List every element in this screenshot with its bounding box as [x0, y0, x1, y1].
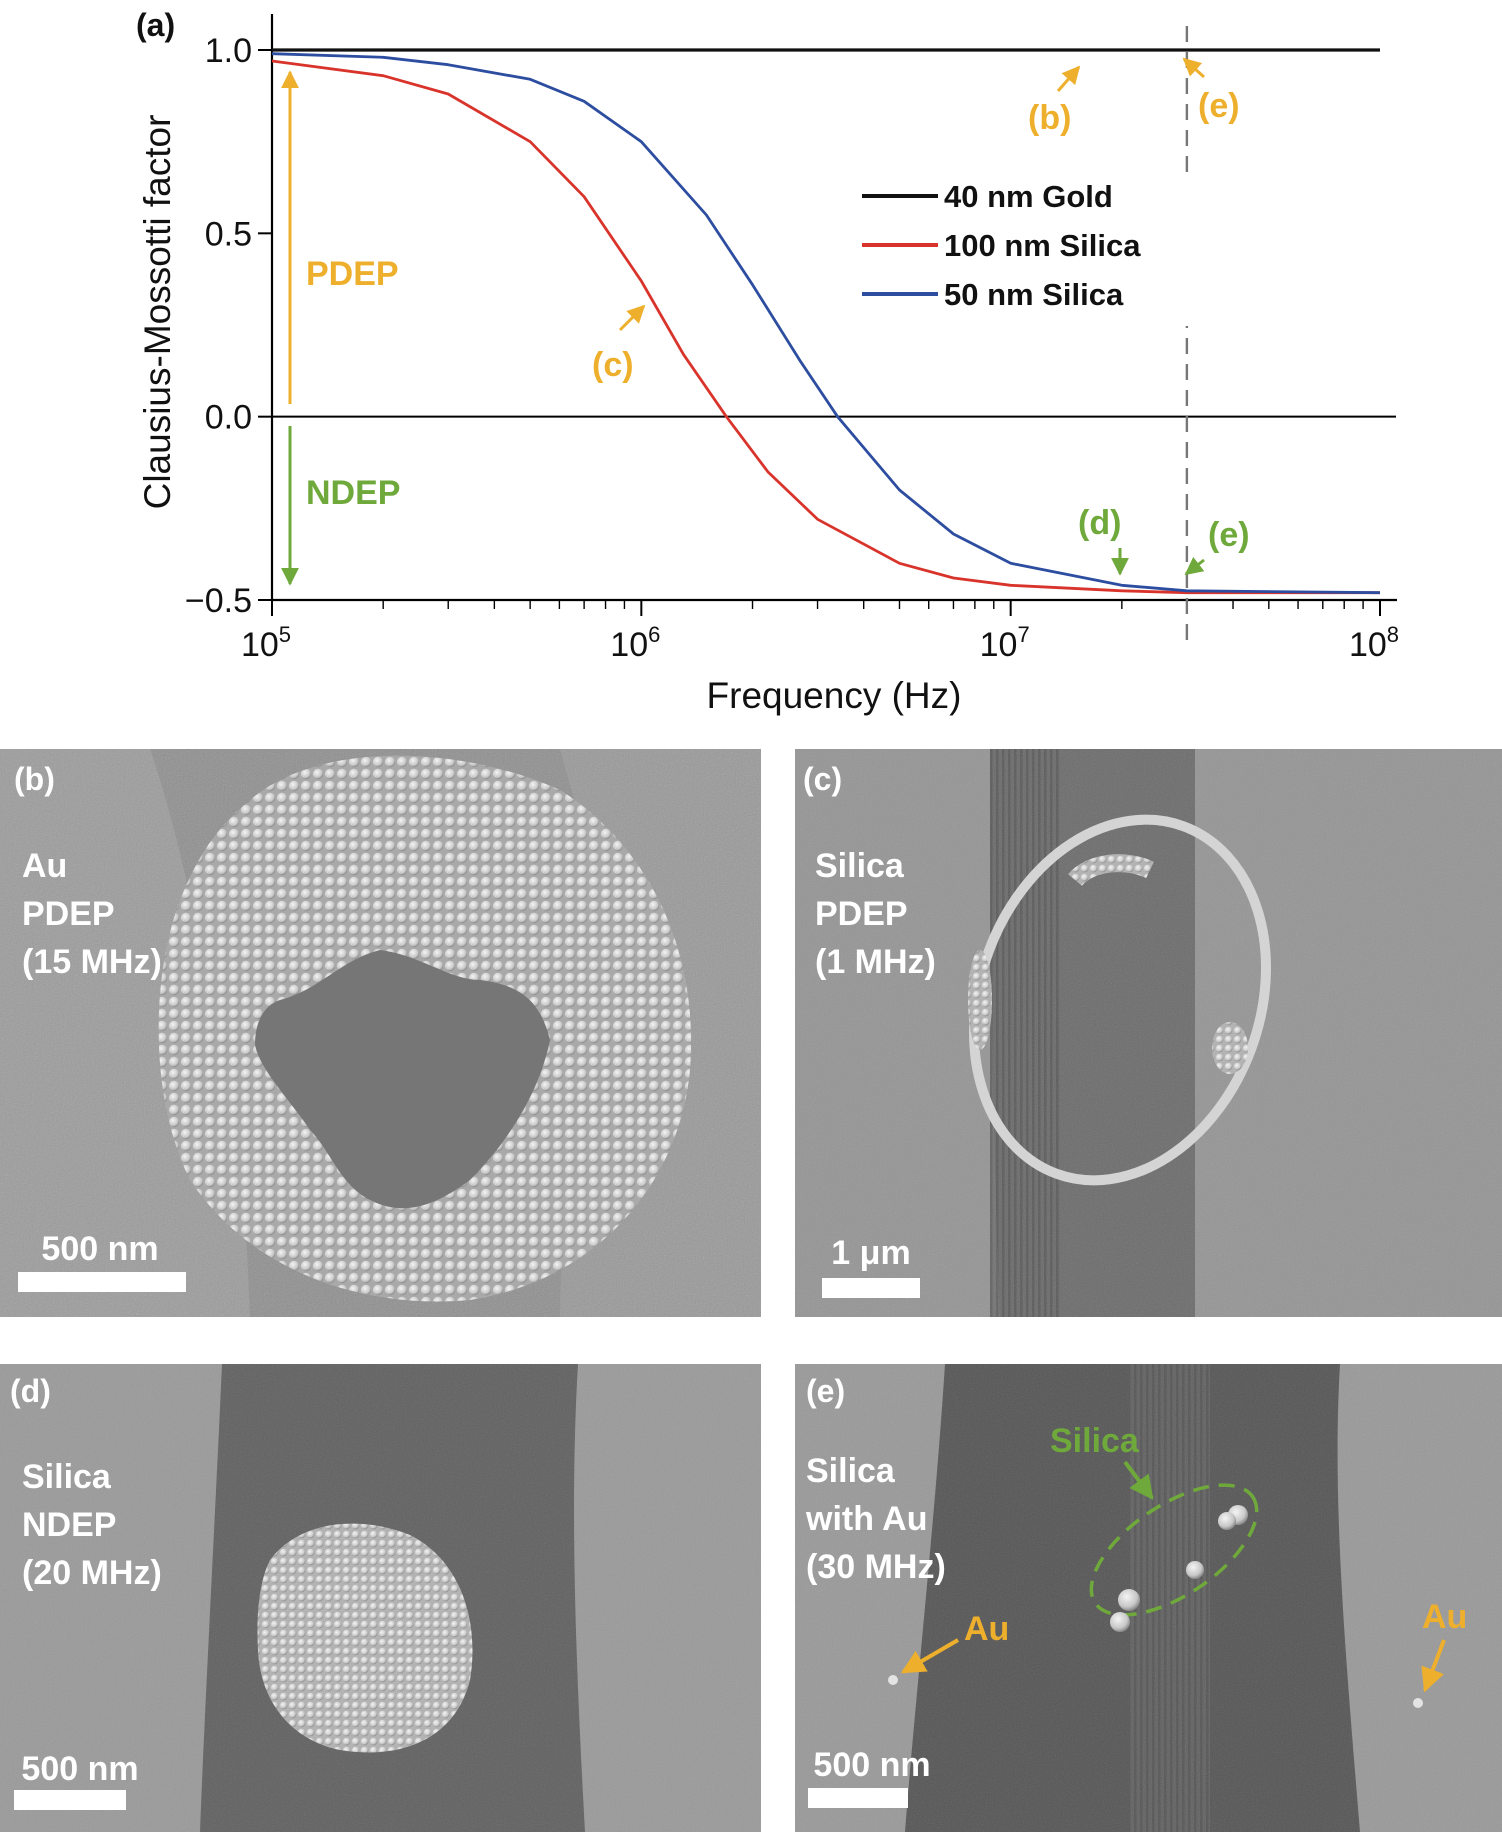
marker-c-arrow — [618, 304, 646, 332]
y-axis-label: Clausius-Mossotti factor — [137, 115, 178, 510]
silica-ring — [969, 814, 1271, 1186]
x-tick-label-2: 107 — [980, 622, 1030, 664]
cm-factor-chart: (a) 1.0 0.5 0.0 −0.5 105 106 107 108 Frequency… — [136, 7, 1400, 716]
legend-gold: 40 nm Gold — [944, 179, 1113, 214]
series-line-50-nm-silica — [271, 52, 1381, 595]
x-tick-label-3: 108 — [1349, 622, 1399, 664]
au-callout-right: Au — [1422, 1598, 1467, 1636]
panel-c-letter: (c) — [803, 761, 842, 797]
silica-ndep-cluster — [257, 1523, 473, 1753]
ring-center-hole — [255, 950, 550, 1209]
panel-e-line-3: (30 MHz) — [806, 1548, 946, 1586]
panel-d-line-2: NDEP — [22, 1506, 116, 1544]
series-layer — [271, 48, 1381, 595]
x-tick-label-1: 106 — [610, 622, 660, 664]
au-left-arrow — [900, 1638, 960, 1674]
marker-e-bottom-arrow — [1184, 556, 1205, 576]
panel-e-letter: (e) — [806, 1373, 845, 1409]
y-tick-label-0: 1.0 — [205, 32, 252, 70]
marker-d-label: (d) — [1078, 504, 1121, 542]
legend: 40 nm Gold 100 nm Silica 50 nm Silica — [860, 176, 1400, 326]
panel-e-scale-text: 500 nm — [813, 1746, 930, 1784]
y-tick-label-2: 0.0 — [205, 399, 252, 437]
panel-d-scale-bar — [14, 1790, 126, 1810]
legend-silica100: 100 nm Silica — [944, 228, 1141, 263]
sem-panel-e: (e) Silica with Au (30 MHz) Silica Au Au… — [795, 1364, 1502, 1832]
panel-c-scale-bar — [822, 1278, 920, 1298]
panel-e-line-1: Silica — [806, 1452, 896, 1490]
sem-panel-d: (d) Silica NDEP (20 MHz) 500 nm — [0, 1364, 761, 1832]
y-tick-label-3: −0.5 — [185, 582, 252, 620]
sem-panel-c: (c) Silica PDEP (1 MHz) 1 μm — [795, 749, 1502, 1317]
panel-b-line-3: (15 MHz) — [22, 943, 162, 981]
marker-b-label: (b) — [1028, 99, 1071, 137]
marker-b-arrow — [1056, 65, 1081, 92]
x-ticks: 105 106 107 108 — [241, 600, 1399, 664]
panel-b-line-2: PDEP — [22, 895, 115, 933]
panel-c-line-3: (1 MHz) — [815, 943, 936, 981]
sem-panel-b: (b) Au PDEP (15 MHz) 500 nm — [0, 749, 761, 1317]
panel-b-scale-bar — [18, 1272, 186, 1292]
panel-c-line-1: Silica — [815, 847, 905, 885]
panel-d-letter: (d) — [10, 1373, 51, 1409]
x-axis-label: Frequency (Hz) — [707, 675, 962, 716]
series-line-100-nm-silica — [271, 59, 1380, 595]
marker-c-label: (c) — [592, 346, 634, 384]
panel-b-line-1: Au — [22, 847, 67, 885]
marker-e-top-label: (e) — [1198, 87, 1240, 125]
y-ticks: 1.0 0.5 0.0 −0.5 — [185, 32, 272, 620]
legend-silica50: 50 nm Silica — [944, 277, 1124, 312]
panel-d-scale-text: 500 nm — [21, 1750, 138, 1788]
ndep-label: NDEP — [306, 474, 400, 512]
x-tick-label-0: 105 — [241, 622, 291, 664]
panel-d-line-3: (20 MHz) — [22, 1554, 162, 1592]
panel-e-line-2: with Au — [805, 1500, 928, 1538]
panel-c-scale-text: 1 μm — [831, 1234, 910, 1272]
marker-e-top-arrow — [1182, 57, 1206, 79]
panel-b-letter: (b) — [14, 761, 55, 797]
pdep-label: PDEP — [306, 255, 399, 293]
marker-e-bottom-label: (e) — [1208, 516, 1250, 554]
panel-c-line-2: PDEP — [815, 895, 908, 933]
panel-d-line-1: Silica — [22, 1458, 112, 1496]
silica-callout-arrow — [1123, 1460, 1154, 1500]
panel-b-scale-text: 500 nm — [41, 1230, 158, 1268]
panel-e-scale-bar — [808, 1788, 908, 1808]
panel-a-letter: (a) — [136, 7, 175, 43]
au-callout-left: Au — [964, 1610, 1009, 1648]
silica-callout: Silica — [1050, 1422, 1140, 1460]
silica-highlight-ellipse — [1089, 1483, 1259, 1617]
au-right-arrow — [1421, 1639, 1446, 1693]
y-tick-label-1: 0.5 — [205, 215, 252, 253]
